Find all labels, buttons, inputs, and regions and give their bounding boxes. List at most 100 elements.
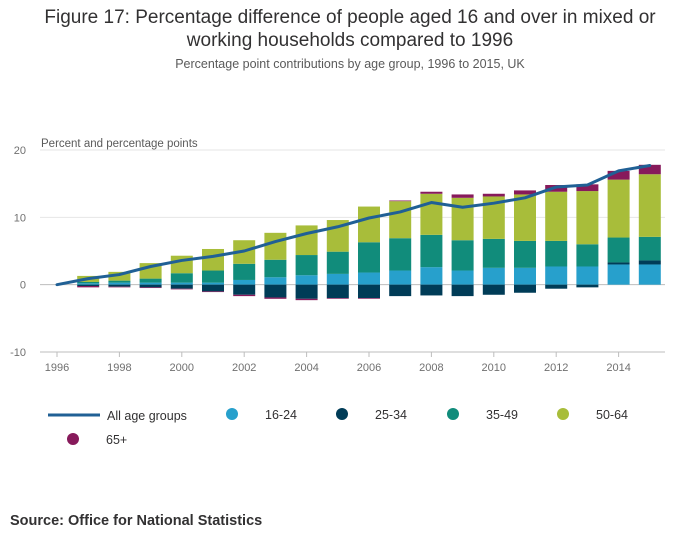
bar-segment-16-24 xyxy=(202,282,224,285)
bar-segment-16-24 xyxy=(233,279,256,285)
trend-line-group xyxy=(55,163,652,287)
bar-segment-16-24 xyxy=(264,277,287,285)
y-tick-label: 10 xyxy=(14,212,26,224)
bar-segment-35-49 xyxy=(420,234,443,268)
bar-segment-35-49 xyxy=(389,238,412,271)
bar-segment-50-64 xyxy=(358,206,380,243)
bar-segment-25-34 xyxy=(607,262,630,265)
bar-segment-65+ xyxy=(576,184,599,192)
legend-item-all-age-groups: All age groups xyxy=(48,409,187,423)
bar-segment-25-34 xyxy=(77,284,100,287)
bar-segment-35-49 xyxy=(326,251,349,274)
bar-segment-50-64 xyxy=(389,201,412,239)
chart-title-line-1: Figure 17: Percentage difference of peop… xyxy=(44,7,656,28)
bar-segment-25-34 xyxy=(295,284,318,299)
bar-segment-16-24 xyxy=(420,267,443,285)
bar-segment-16-24 xyxy=(170,282,193,285)
bar-segment-65+ xyxy=(420,191,443,194)
bar-segment-16-24 xyxy=(638,264,661,285)
bar-segment-65+ xyxy=(358,298,380,299)
bar-segment-16-24 xyxy=(389,270,412,285)
x-tick-label: 2004 xyxy=(294,362,318,374)
bar-segment-25-34 xyxy=(482,284,505,295)
bar-segment-35-49 xyxy=(607,237,630,263)
bar-segment-50-64 xyxy=(482,196,505,239)
bar-segment-65+ xyxy=(326,298,349,299)
bar-segment-65+ xyxy=(202,291,224,293)
bar-segment-65+ xyxy=(638,164,661,175)
bar-segment-25-34 xyxy=(139,284,162,288)
bar-segment-16-24 xyxy=(545,266,568,285)
bar-segment-65+ xyxy=(264,297,287,299)
bar-segment-35-49 xyxy=(638,236,661,261)
legend-label: 25-34 xyxy=(375,408,407,422)
bar-segment-25-34 xyxy=(451,284,474,297)
y-tick-label: 0 xyxy=(20,280,26,292)
bar-segment-35-49 xyxy=(233,263,256,280)
bar-segment-16-24 xyxy=(607,264,630,285)
bar-segment-65+ xyxy=(295,298,318,301)
chart-svg: -10 0 10 20 Percent and percentage points 1… xyxy=(10,138,665,447)
bar-segment-16-24 xyxy=(77,283,100,285)
bar-segment-25-34 xyxy=(545,284,568,289)
bar-segment-25-34 xyxy=(420,284,443,296)
x-tick-label: 2000 xyxy=(170,362,194,374)
bar-segment-35-49 xyxy=(264,259,287,278)
bar-segment-65+ xyxy=(108,286,131,288)
bar-segment-65+ xyxy=(170,288,193,290)
legend-swatch-dot xyxy=(67,433,79,445)
bar-segment-25-34 xyxy=(514,284,536,293)
bar-segment-25-34 xyxy=(233,284,256,295)
bar-segment-65+ xyxy=(233,294,256,297)
legend-item-25-34: 25-34 xyxy=(336,408,407,422)
bar-segment-50-64 xyxy=(108,271,131,281)
x-tick-label: 2010 xyxy=(482,362,506,374)
bar-segment-25-34 xyxy=(638,260,661,265)
x-tick-label: 1996 xyxy=(45,362,69,374)
bar-segment-16-24 xyxy=(358,272,380,285)
bar-segment-65+ xyxy=(77,286,100,288)
legend-item-35-49: 35-49 xyxy=(447,408,518,422)
bar-segment-50-64 xyxy=(202,248,224,271)
trend-line-all-age-groups xyxy=(55,163,652,287)
bar-segment-16-24 xyxy=(576,266,599,285)
bar-segment-65+ xyxy=(482,193,505,197)
legend-item-65+: 65+ xyxy=(67,433,127,447)
bar-segment-25-34 xyxy=(202,284,224,292)
x-tick-label: 2008 xyxy=(419,362,443,374)
legend-swatch-dot xyxy=(336,408,348,420)
bar-segment-16-24 xyxy=(514,267,536,285)
bars xyxy=(77,164,661,301)
legend-swatch-dot xyxy=(226,408,238,420)
bar-segment-65+ xyxy=(389,200,412,202)
bar-segment-50-64 xyxy=(420,193,443,235)
bar-segment-25-34 xyxy=(108,284,131,287)
y-tick-label: -10 xyxy=(10,347,26,359)
bar-segment-35-49 xyxy=(139,278,162,283)
y-tick-labels: -10 0 10 20 xyxy=(10,145,26,359)
legend-label: 16-24 xyxy=(265,408,297,422)
legend-swatch-dot xyxy=(557,408,569,420)
bar-segment-35-49 xyxy=(170,273,193,283)
bar-segment-35-49 xyxy=(295,255,318,276)
bar-segment-50-64 xyxy=(514,194,536,241)
bar-segment-25-34 xyxy=(264,284,287,298)
bar-segment-35-49 xyxy=(451,240,474,271)
bar-segment-35-49 xyxy=(202,270,224,283)
bar-segment-50-64 xyxy=(451,197,474,241)
bar-segment-65+ xyxy=(514,190,536,195)
bar-segment-16-24 xyxy=(451,270,474,285)
legend-item-50-64: 50-64 xyxy=(557,408,628,422)
legend: All age groups 16-24 25-34 35-49 50-64 65+ xyxy=(48,408,628,447)
y-tick-label: 20 xyxy=(14,145,26,157)
legend-label: 50-64 xyxy=(596,408,628,422)
bar-segment-25-34 xyxy=(326,284,349,299)
bar-segment-50-64 xyxy=(607,179,630,238)
bar-segment-65+ xyxy=(451,194,474,198)
bar-segment-35-49 xyxy=(514,240,536,268)
bar-segment-16-24 xyxy=(295,275,318,285)
legend-label: 35-49 xyxy=(486,408,518,422)
bar-segment-16-24 xyxy=(326,273,349,285)
chart-subtitle: Percentage point contributions by age gr… xyxy=(175,57,525,71)
bar-segment-16-24 xyxy=(482,267,505,285)
